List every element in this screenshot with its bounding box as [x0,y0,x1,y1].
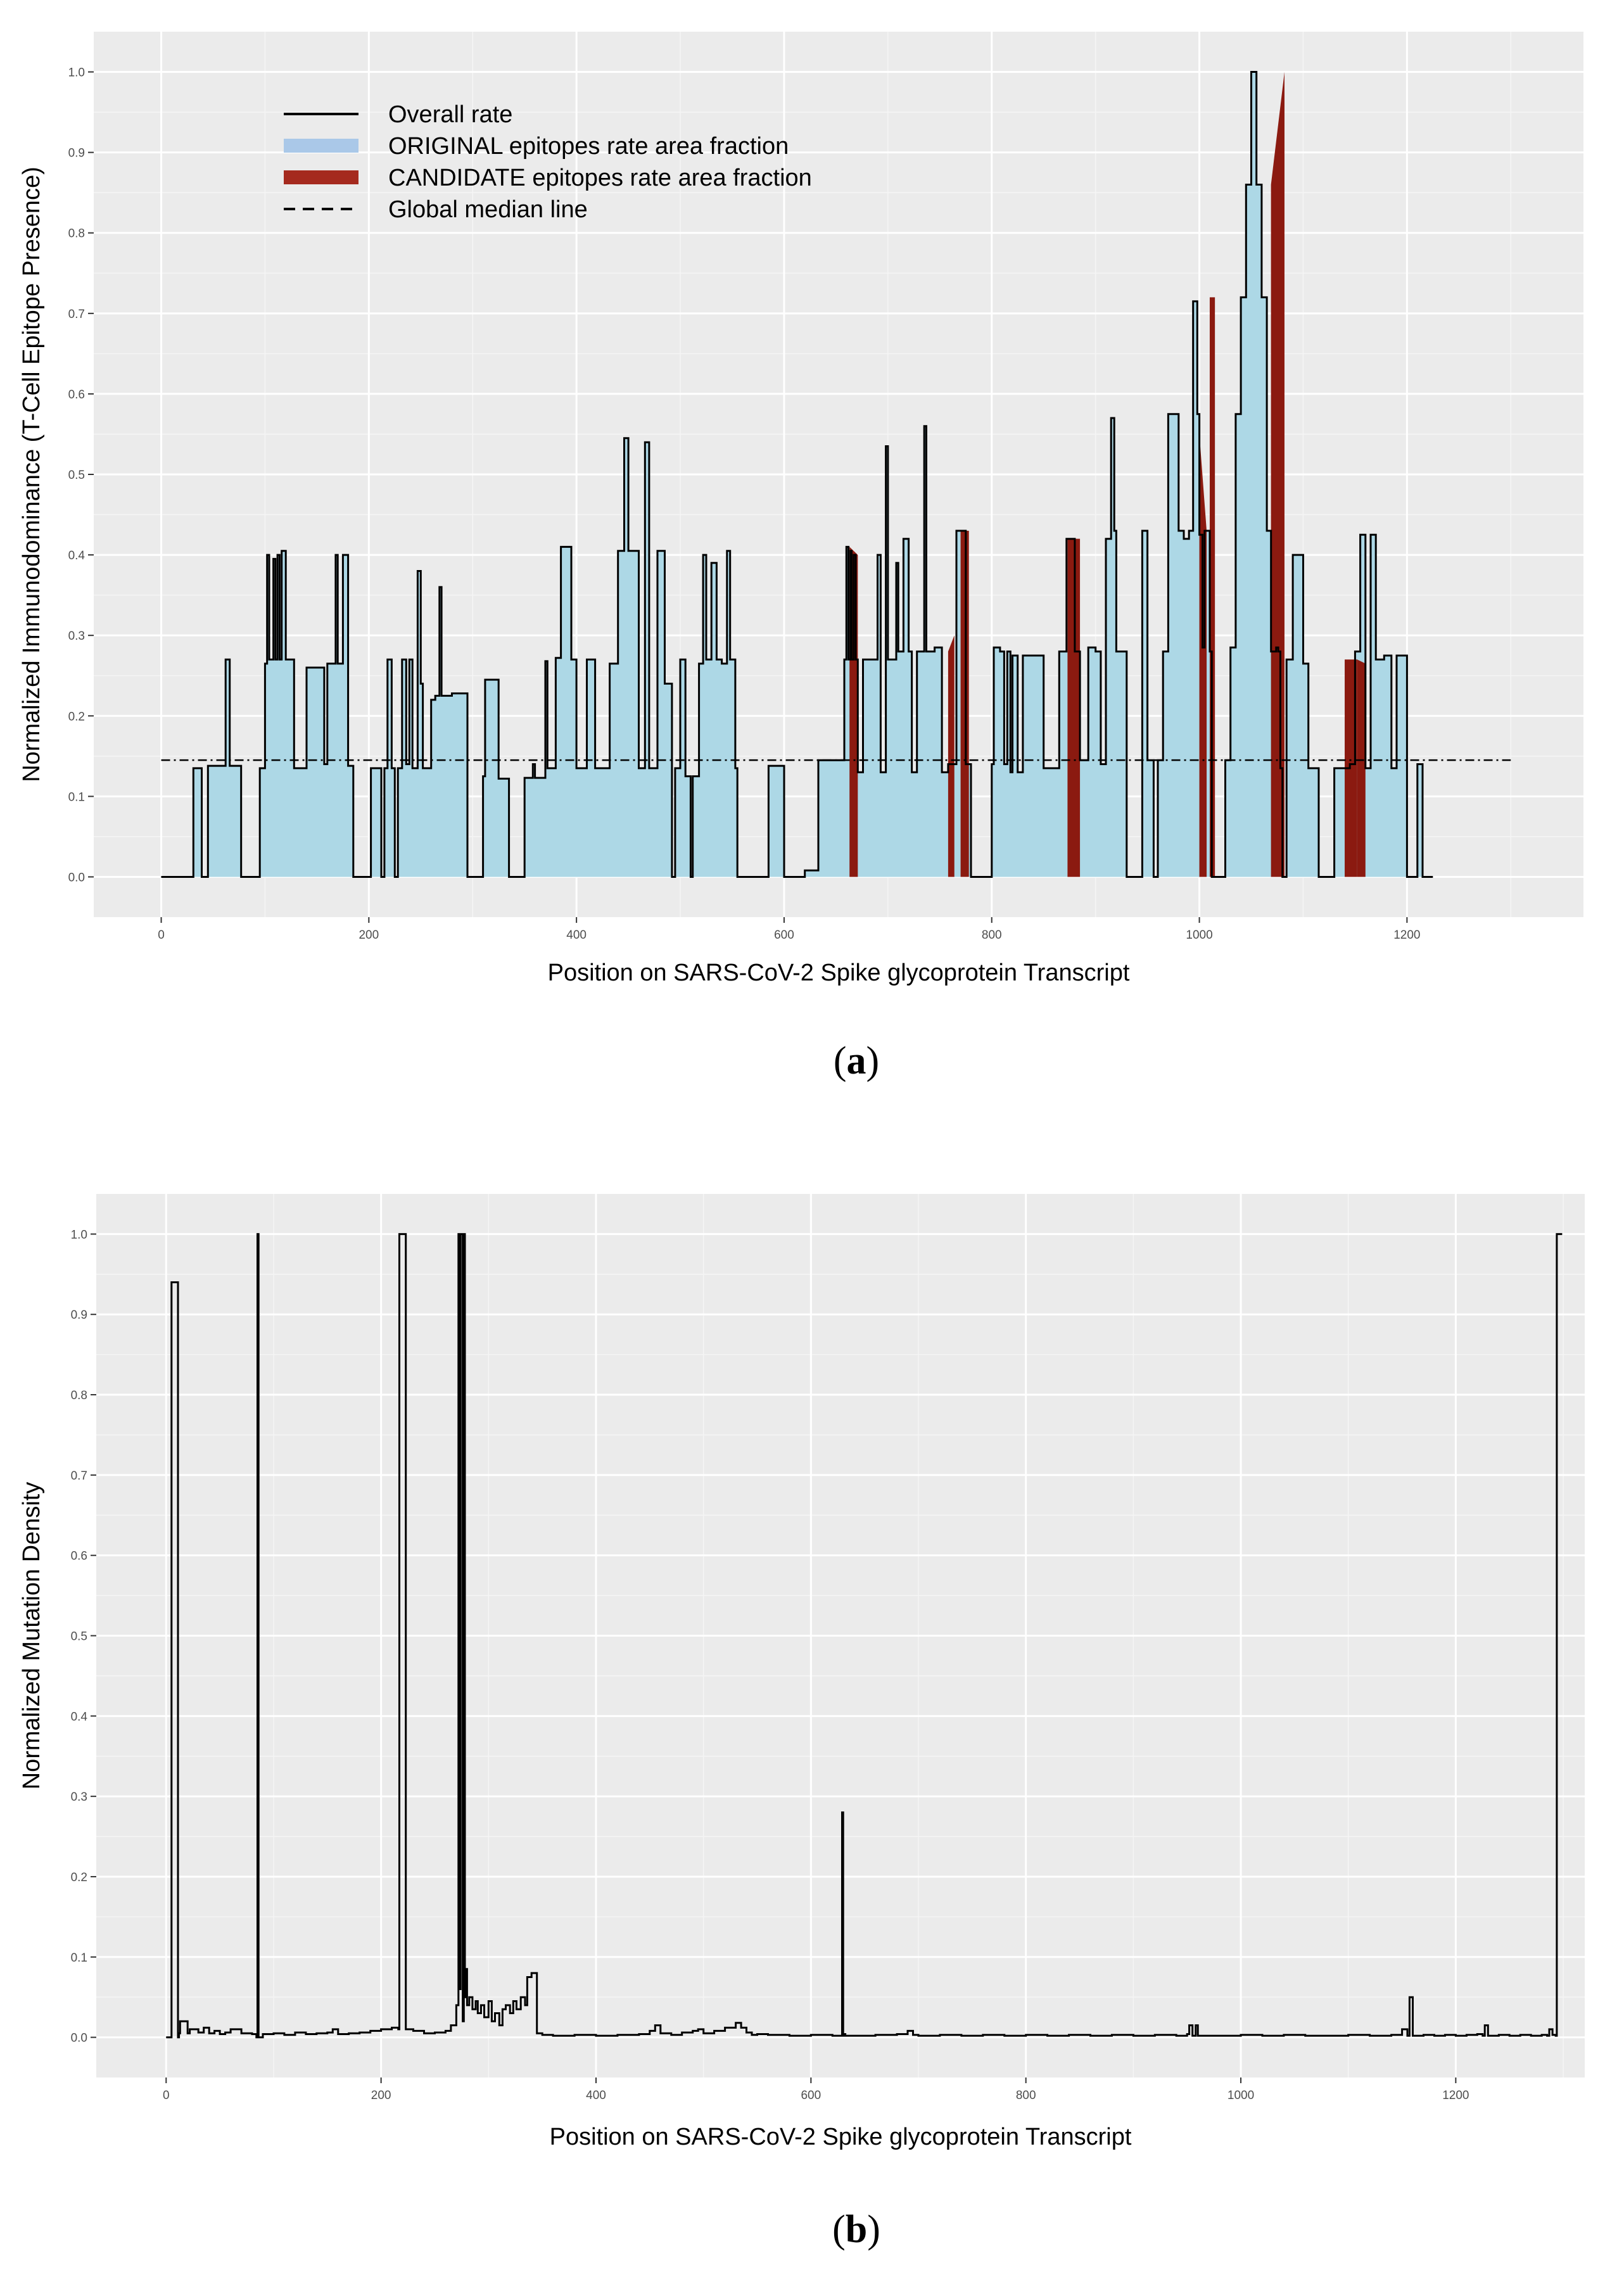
chart-b-x-tick-label: 600 [801,2089,821,2102]
caption-a-letter: a [846,1039,866,1082]
chart-a-x-tick-label: 0 [158,929,165,942]
chart-a-x-tick-label: 1200 [1393,929,1420,942]
chart-a-y-axis-label: Normalized Immunodominance (T-Cell Epito… [18,167,45,782]
chart-b-svg: 0 200 400 600 800 1000 1200 0.0 0.1 0.2 0.3 0.4 0.5 0… [18,1194,1585,2150]
chart-a-y-tick-label: 0.4 [68,549,86,562]
chart-b-x-tick-label: 400 [586,2089,606,2102]
chart-b-y-tick-label: 0.5 [71,1630,87,1644]
chart-b-x-tick-label: 1000 [1228,2089,1254,2102]
chart-b-y-tick-label: 0.1 [71,1951,87,1965]
chart-a-overall-rate-line [161,71,1433,878]
chart-a-x-tick-label: 600 [774,929,794,942]
chart-b-y-tick-label: 0.3 [71,1791,87,1804]
chart-a-candidate-area [1357,659,1366,877]
chart-a-x-tick-label: 200 [358,929,379,942]
chart-b-x-tick-label: 0 [163,2089,170,2102]
chart-a-original-area [161,72,1433,877]
chart-a-candidate-area [1067,538,1081,877]
chart-b-x-axis-label: Position on SARS-CoV-2 Spike glycoprotei… [550,2124,1132,2150]
chart-a-legend-label: ORIGINAL epitopes rate area fraction [388,133,789,160]
chart-b-x-tick-label: 200 [371,2089,391,2102]
chart-a-y-tick-label: 0.3 [68,630,85,643]
chart-a-candidate-area [960,530,969,877]
chart-b-x-tick-label: 800 [1016,2089,1036,2102]
chart-b-y-tick-label: 1.0 [71,1228,87,1241]
chart-b-y-tick-label: 0.2 [71,1871,87,1884]
chart-a-candidate-area [1345,659,1357,877]
chart-a-candidate-area [1271,72,1285,877]
chart-a-y-tick-label: 0.8 [68,227,85,241]
chart-a-x-tick-label: 400 [566,929,587,942]
chart-b-y-tick-label: 0.6 [71,1550,87,1563]
chart-b-y-tick-label: 0.4 [71,1710,88,1723]
chart-a-y-tick-label: 0.9 [68,147,85,160]
chart-a-y-tick-label: 0.2 [68,710,85,723]
caption-b-letter: b [845,2208,868,2251]
figure-b: 0 200 400 600 800 1000 1200 0.0 0.1 0.2 0.3 0.4 0.5 0… [0,1137,1624,2271]
chart-a-y-tick-label: 0.6 [68,388,85,402]
chart-a-x-axis-label: Position on SARS-CoV-2 Spike glycoprotei… [548,960,1130,986]
chart-a-candidate-area [948,635,955,877]
chart-a-y-tick-label: 0.1 [68,790,85,804]
chart-b-y-tick-label: 0.7 [71,1469,87,1483]
chart-a-svg: 0 200 400 600 800 1000 1200 0.0 0.1 0.2 0.3 0.4 0.5 0… [18,32,1583,986]
chart-a-y-tick-label: 0.0 [68,871,85,884]
chart-a-legend-label: Overall rate [388,101,512,128]
chart-a-x-tick-label: 1000 [1186,929,1212,942]
chart-b-y-tick-label: 0.9 [71,1309,87,1322]
chart-a-y-tick-label: 0.7 [68,308,85,321]
chart-b-mutation-density-line [166,1233,1563,2039]
chart-a-y-tick-label: 0.5 [68,469,85,482]
chart-a-legend-label: CANDIDATE epitopes rate area fraction [388,165,812,191]
chart-a-x-tick-label: 800 [982,929,1002,942]
chart-a-legend-key-area [284,170,358,184]
figure-a: 0 200 400 600 800 1000 1200 0.0 0.1 0.2 0.3 0.4 0.5 0… [0,0,1624,1134]
chart-b-y-axis-label: Normalized Mutation Density [18,1482,45,1790]
caption-b: (b) [832,2208,880,2251]
chart-a-legend-key-area [284,139,358,153]
caption-a: (a) [833,1039,880,1082]
chart-b-x-tick-label: 1200 [1442,2089,1469,2102]
chart-b-y-tick-label: 0.0 [71,2032,87,2045]
chart-a-y-tick-label: 1.0 [68,67,85,80]
chart-b-y-tick-label: 0.8 [71,1389,87,1402]
chart-a-legend-label: Global median line [388,196,588,223]
